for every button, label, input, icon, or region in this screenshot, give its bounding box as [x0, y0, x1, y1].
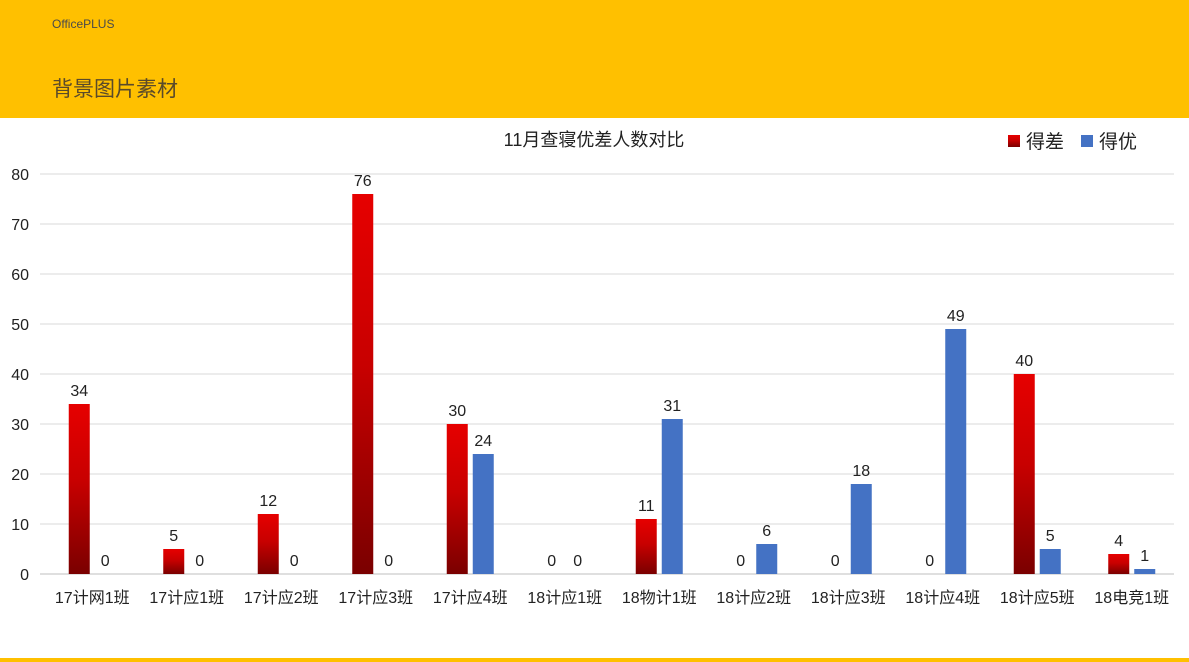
data-label: 5 [169, 528, 178, 545]
bar-bad [1013, 374, 1035, 574]
bar-chart: 0102030405060708034017计网1班5017计应1班12017计… [11, 130, 1174, 607]
x-category-label: 18物计1班 [622, 589, 697, 607]
bar-bad [635, 519, 657, 574]
x-category-label: 17计应1班 [149, 588, 224, 607]
bar-good [661, 419, 683, 574]
bar-good [472, 454, 494, 574]
data-label: 11 [638, 498, 655, 515]
legend-label: 得差 [1026, 131, 1064, 153]
bar-bad [163, 549, 185, 574]
page-title: 背景图片素材 [52, 78, 178, 101]
bar-bad [446, 424, 468, 574]
data-label: 49 [947, 308, 965, 325]
data-label: 40 [1015, 353, 1033, 370]
data-label: 0 [736, 553, 745, 570]
legend: 得差 得优 [1008, 131, 1137, 153]
bar-good [850, 484, 872, 574]
header-bar: OfficePLUS 背景图片素材 [0, 0, 1189, 118]
data-label: 0 [195, 553, 204, 570]
y-tick-label: 0 [20, 567, 29, 584]
x-category-label: 17计网1班 [55, 589, 130, 607]
bar-bad [1108, 554, 1130, 574]
chart-title: 11月查寝优差人数对比 [504, 130, 685, 150]
bar-good [756, 544, 778, 574]
legend-swatch [1081, 135, 1093, 147]
y-tick-label: 20 [11, 467, 29, 484]
data-label: 34 [70, 383, 88, 400]
data-label: 0 [573, 553, 582, 570]
data-label: 1 [1140, 548, 1149, 565]
x-category-label: 18计应4班 [905, 588, 980, 607]
x-category-label: 18计应2班 [716, 588, 791, 607]
y-tick-label: 30 [11, 417, 29, 434]
y-tick-label: 80 [11, 167, 29, 184]
bar-good [945, 329, 967, 574]
y-tick-label: 40 [11, 367, 29, 384]
data-label: 5 [1046, 528, 1055, 545]
data-label: 0 [547, 553, 556, 570]
bar-bad [68, 404, 90, 574]
y-tick-label: 50 [11, 317, 29, 334]
data-label: 0 [831, 553, 840, 570]
data-label: 76 [354, 173, 372, 190]
data-label: 30 [448, 403, 466, 420]
bottom-divider [0, 658, 1189, 662]
bar-bad [257, 514, 279, 574]
x-category-label: 17计应4班 [433, 588, 508, 607]
data-label: 0 [101, 553, 110, 570]
data-label: 0 [290, 553, 299, 570]
data-label: 24 [474, 433, 492, 450]
x-category-label: 17计应3班 [338, 588, 413, 607]
data-label: 31 [663, 398, 681, 415]
y-tick-label: 70 [11, 217, 29, 234]
x-category-label: 17计应2班 [244, 588, 319, 607]
legend-label: 得优 [1099, 131, 1137, 153]
data-label: 6 [762, 523, 771, 540]
bar-good [1134, 569, 1156, 574]
data-label: 12 [259, 493, 277, 510]
x-category-label: 18电竞1班 [1094, 589, 1169, 607]
x-category-label: 18计应5班 [1000, 588, 1075, 607]
legend-swatch [1008, 135, 1020, 147]
data-label: 0 [925, 553, 934, 570]
y-tick-label: 10 [11, 517, 29, 534]
brand-label: OfficePLUS [52, 17, 115, 31]
data-label: 0 [384, 553, 393, 570]
bar-good [1039, 549, 1061, 574]
x-category-label: 18计应1班 [527, 588, 602, 607]
y-tick-label: 60 [11, 267, 29, 284]
data-label: 4 [1114, 533, 1123, 550]
data-label: 18 [852, 463, 870, 480]
x-category-label: 18计应3班 [811, 588, 886, 607]
bar-bad [352, 194, 374, 574]
